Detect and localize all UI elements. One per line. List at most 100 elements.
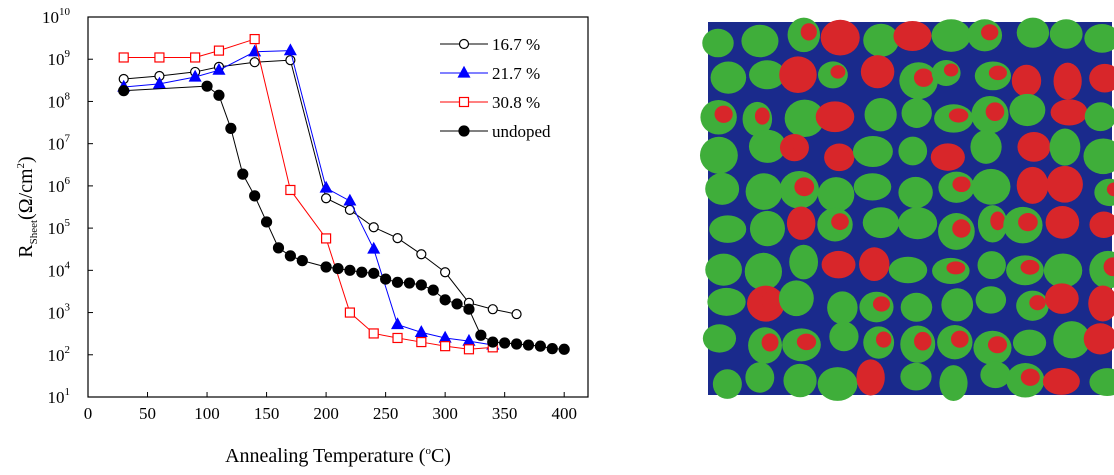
micrograph-grain [835, 254, 853, 269]
micrograph-grain [702, 324, 737, 353]
data-point [440, 341, 451, 352]
y-tick-label: 101 [48, 386, 71, 407]
data-point [344, 307, 356, 318]
micrograph-grain [900, 292, 933, 322]
micrograph-grain [868, 365, 883, 384]
y-tick-base: 10 [48, 177, 65, 196]
micrograph-grain [901, 98, 932, 128]
micrograph-grain [1084, 102, 1114, 132]
y-tick-exponent: 3 [65, 302, 71, 314]
micrograph-grain [789, 244, 819, 280]
data-point [415, 279, 427, 291]
micrograph-grain [1045, 206, 1080, 239]
data-point [487, 336, 499, 348]
micrograph-grain [987, 336, 1008, 354]
y-tick-label: 1010 [42, 6, 71, 27]
micrograph-grain [817, 367, 858, 401]
micrograph-grain [761, 291, 781, 310]
micrograph-grain [931, 19, 971, 52]
micrograph-grain [710, 61, 747, 94]
y-label-sub: Sheet [28, 220, 40, 244]
micrograph-grain [1018, 213, 1038, 232]
micrograph-grain [1011, 64, 1042, 97]
legend-label: 21.7 % [492, 64, 540, 83]
y-tick-label: 106 [48, 175, 71, 196]
y-tick-label: 108 [48, 90, 71, 111]
data-point [213, 89, 225, 101]
y-label-text: R [15, 244, 37, 258]
micrograph-grain [875, 331, 892, 348]
data-point [343, 193, 357, 206]
data-point [451, 298, 463, 310]
x-tick-label: 50 [139, 404, 156, 423]
micrograph-grain [779, 56, 817, 93]
micrograph-grain [1030, 136, 1048, 152]
micrograph-grain [939, 365, 968, 402]
y-tick-exponent: 9 [65, 48, 71, 60]
micrograph-grain [853, 173, 892, 201]
micrograph-grain [705, 253, 742, 286]
data-point [296, 255, 308, 267]
micrograph-grain [1089, 63, 1114, 93]
y-tick-exponent: 5 [65, 217, 71, 229]
micrograph-grain [871, 252, 887, 270]
data-point [392, 232, 403, 244]
micrograph-grain [900, 362, 932, 391]
y-tick-base: 10 [42, 8, 59, 27]
y-tick-label: 105 [48, 217, 71, 238]
legend-marker [458, 38, 470, 50]
micrograph-grain [1053, 321, 1091, 359]
micrograph-grain [985, 102, 1005, 122]
data-point [249, 57, 260, 68]
micrograph-grain [709, 215, 747, 243]
data-point [152, 76, 166, 89]
data-point [272, 242, 285, 254]
micrograph-grain [712, 369, 742, 399]
micrograph-grain [824, 143, 855, 172]
y-tick-exponent: 7 [65, 133, 71, 145]
micrograph-grain [786, 206, 816, 240]
y-tick-base: 10 [48, 135, 65, 154]
data-point [213, 45, 225, 56]
micrograph-grain [950, 330, 969, 348]
micrograph-grain [975, 286, 1007, 314]
data-point [558, 343, 570, 355]
data-point [320, 193, 332, 204]
data-point [475, 329, 487, 341]
data-point [320, 261, 332, 273]
x-tick-label: 350 [492, 404, 518, 423]
data-point [391, 317, 405, 330]
micrograph-grain [778, 280, 814, 317]
micrograph-grain [829, 321, 859, 352]
micrograph-grain [852, 135, 893, 168]
data-point [344, 264, 356, 276]
micrograph-grain [1009, 93, 1046, 127]
data-point [403, 277, 416, 289]
legend-marker [458, 125, 470, 137]
y-tick-label: 109 [48, 48, 71, 69]
y-tick-label: 104 [48, 259, 71, 280]
micrograph-grain [796, 333, 817, 351]
micrograph-grain [702, 28, 734, 58]
micrograph-grain [800, 23, 817, 41]
micrograph-grain [1020, 368, 1040, 386]
data-point [118, 52, 129, 63]
micrograph-grain [862, 207, 900, 239]
micrograph-grain [1089, 368, 1114, 397]
micrograph-grain [988, 65, 1007, 81]
data-point [487, 304, 498, 315]
micrograph-grain [830, 65, 846, 79]
data-point [201, 80, 213, 92]
x-tick-label: 0 [84, 404, 93, 423]
data-point [392, 332, 403, 344]
y-label-sup: 2 [15, 163, 27, 169]
x-label-text: Annealing Temperature ( [225, 445, 426, 467]
micrograph-grain [741, 24, 779, 58]
data-point [546, 343, 558, 355]
data-point [380, 273, 392, 285]
micrograph-grain [749, 210, 785, 247]
micrograph-grain [831, 213, 849, 231]
micrograph-grain [714, 105, 733, 123]
x-tick-label: 250 [373, 404, 399, 423]
